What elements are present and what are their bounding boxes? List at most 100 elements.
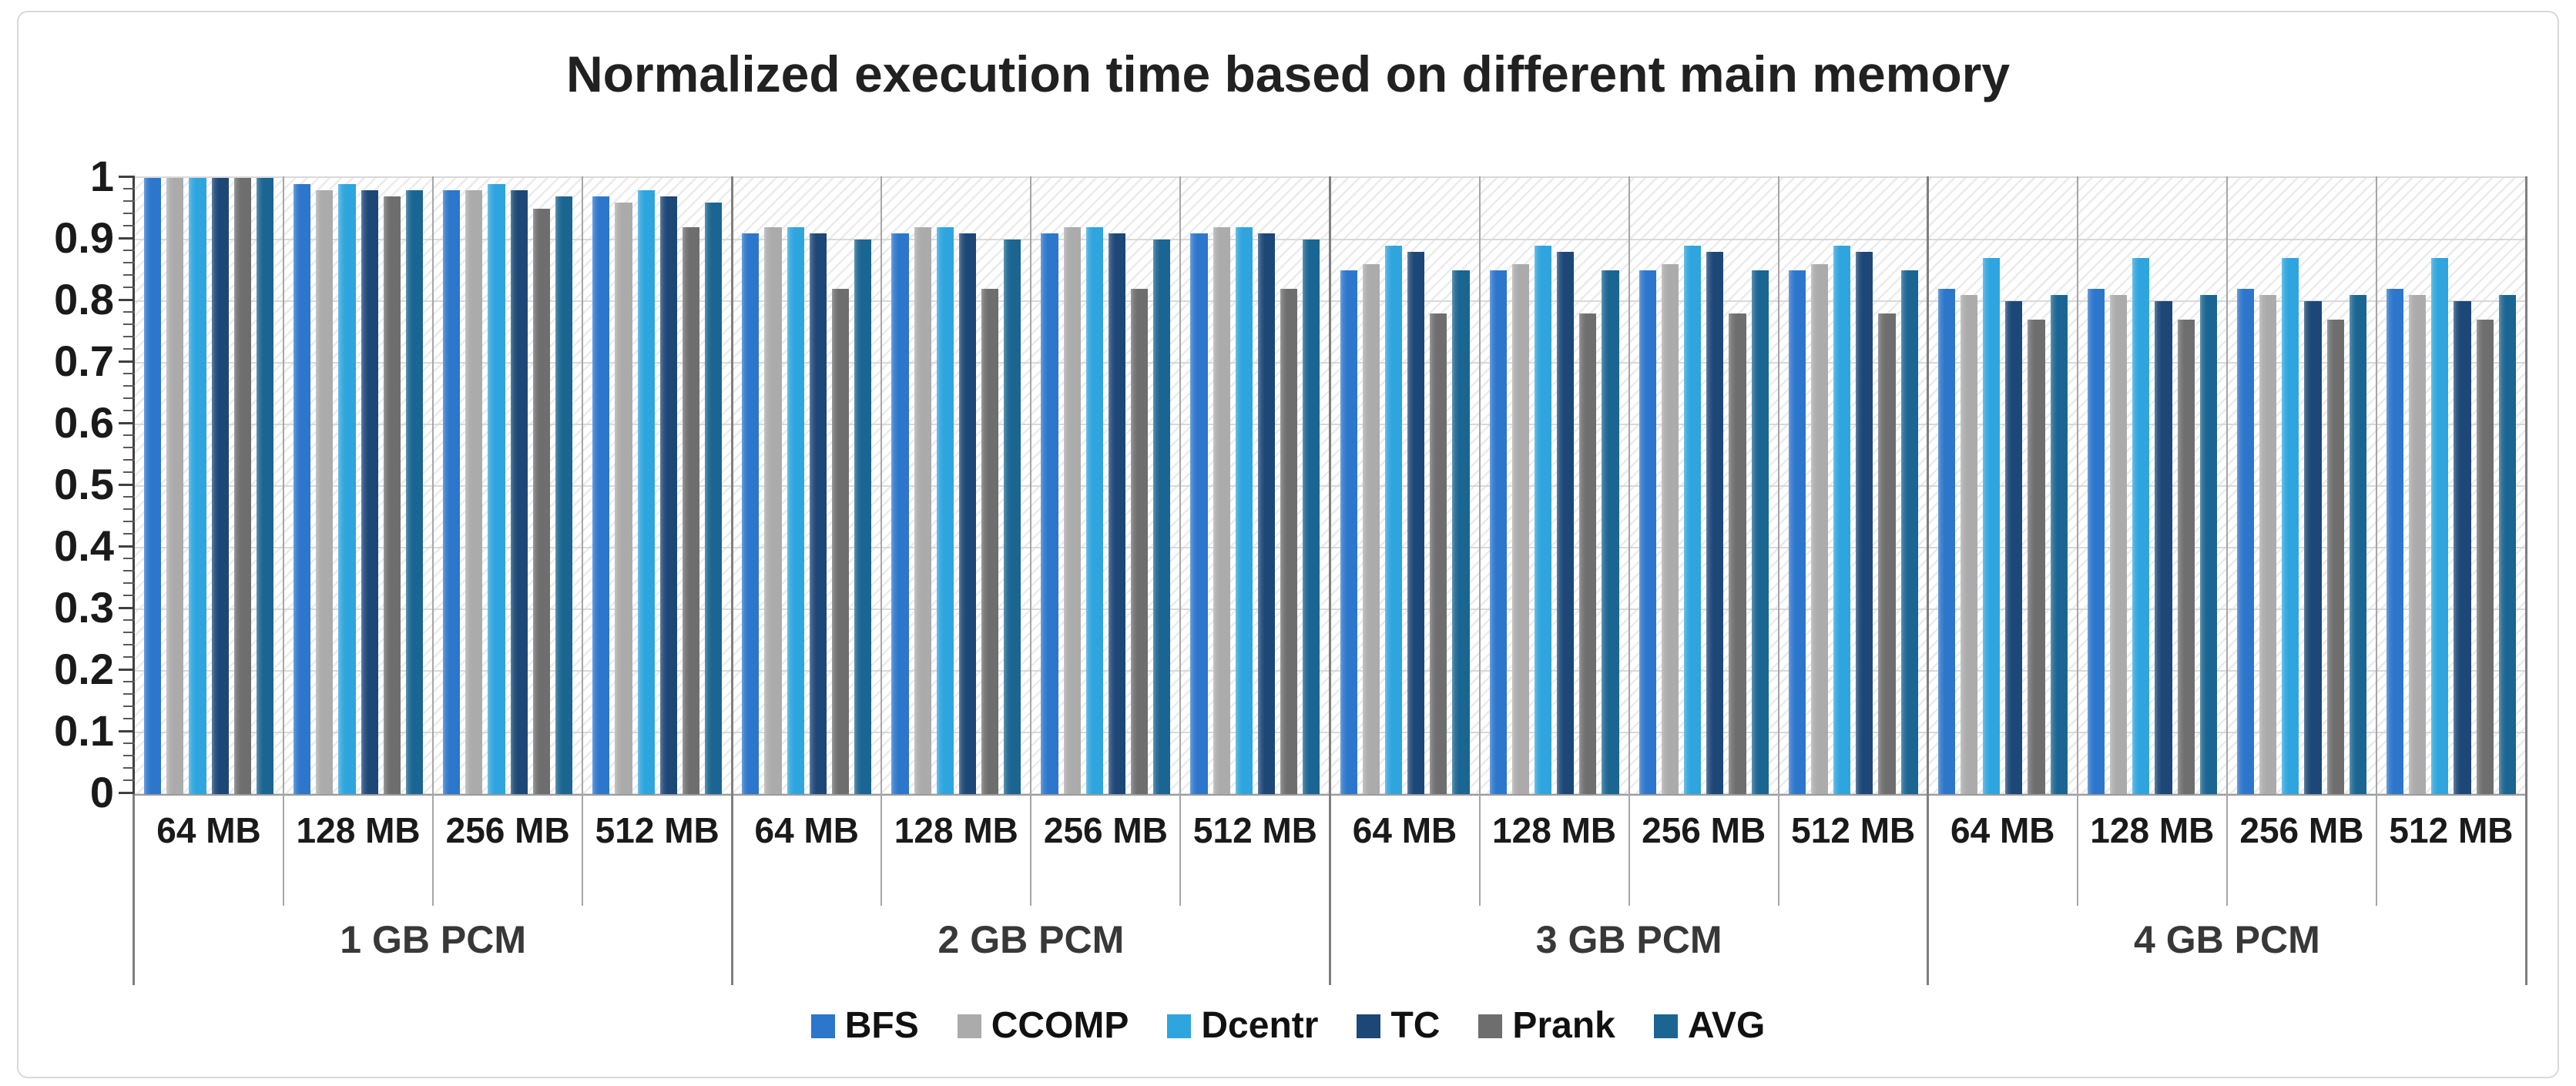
x-group-label: 4 GB PCM [2134, 918, 2320, 961]
x-category-label: 64 MB [1950, 810, 2055, 850]
bar-tc [2005, 301, 2023, 794]
legend-label: Dcentr [1201, 1005, 1319, 1046]
legend-swatch-icon [1167, 1014, 1192, 1038]
y-axis-minor-tick [123, 755, 135, 756]
bar-avg [1602, 270, 1619, 794]
bar-dcentr [189, 178, 206, 794]
x-category-label: 128 MB [296, 810, 421, 850]
category-divider-line [432, 176, 434, 906]
bar-tc [1706, 252, 1724, 794]
y-axis-minor-tick [123, 188, 135, 189]
bar-prank [1131, 289, 1149, 794]
bar-ccomp [166, 178, 184, 794]
bar-bfs [1788, 270, 1806, 794]
bar-cluster [134, 178, 283, 794]
y-axis-major-tick [119, 176, 135, 178]
y-axis-tick-label: 0.7 [54, 337, 114, 385]
legend-swatch-icon [1653, 1014, 1678, 1038]
bar-tc [510, 190, 528, 794]
bar-prank [1729, 313, 1746, 794]
y-axis-minor-tick [123, 570, 135, 571]
y-axis-tick-label: 0.3 [54, 583, 114, 632]
bar-bfs [891, 233, 909, 794]
x-category-label: 128 MB [2090, 810, 2215, 850]
legend-item-bfs: BFS [810, 1007, 919, 1044]
y-axis-minor-tick [123, 225, 135, 226]
bar-avg [1004, 240, 1021, 794]
x-category-label: 128 MB [894, 810, 1018, 850]
x-category-label: 256 MB [1642, 810, 1766, 850]
y-axis-minor-tick [123, 656, 135, 658]
x-category-label: 64 MB [1352, 810, 1457, 850]
bar-ccomp [465, 190, 483, 794]
category-divider-line [2524, 176, 2527, 985]
y-axis-minor-tick [123, 250, 135, 251]
bar-tc [2304, 301, 2322, 794]
bar-bfs [1639, 270, 1656, 794]
y-axis-minor-tick [123, 533, 135, 535]
bar-cluster [283, 178, 433, 794]
bar-dcentr [1085, 227, 1103, 794]
y-axis-major-tick [119, 237, 135, 240]
legend-label: TC [1390, 1005, 1441, 1046]
y-axis-major-tick [119, 422, 135, 424]
legend: BFS CCOMP Dcentr TC Prank AVG [18, 1007, 2558, 1044]
category-divider-line [1030, 176, 1032, 906]
bar-dcentr [338, 184, 356, 794]
y-axis-minor-tick [123, 595, 135, 596]
bar-avg [1303, 240, 1320, 794]
bar-avg [2199, 295, 2217, 794]
y-axis-tick-label: 0 [89, 768, 114, 816]
bar-cluster [1480, 178, 1629, 794]
bar-prank [1430, 313, 1447, 794]
bar-prank [2476, 320, 2494, 794]
bar-ccomp [914, 227, 931, 794]
legend-swatch-icon [957, 1014, 981, 1038]
bar-bfs [1190, 233, 1208, 794]
y-axis-tick-label: 0.2 [54, 645, 114, 693]
y-axis-major-tick [119, 545, 135, 548]
bar-bfs [2236, 289, 2255, 794]
bar-prank [2028, 320, 2045, 794]
category-divider-line [582, 176, 584, 906]
bar-tc [211, 178, 229, 794]
bar-cluster [2227, 178, 2376, 794]
bar-ccomp [1063, 227, 1081, 794]
bar-ccomp [2259, 295, 2277, 794]
x-category-label: 512 MB [2389, 810, 2514, 850]
bar-ccomp [1810, 264, 1829, 794]
bar-ccomp [1213, 227, 1230, 794]
y-axis-minor-tick [123, 336, 135, 337]
y-axis-minor-tick [123, 619, 135, 621]
legend-item-dcentr: Dcentr [1167, 1007, 1318, 1044]
y-axis-major-tick [119, 484, 135, 486]
bar-prank [1280, 289, 1298, 794]
bar-cluster [433, 178, 582, 794]
y-axis-minor-tick [123, 681, 135, 682]
y-axis-minor-tick [123, 471, 135, 473]
bar-tc [1557, 252, 1575, 794]
bar-bfs [1937, 289, 1955, 794]
bar-tc [1257, 233, 1276, 794]
legend-item-ccomp: CCOMP [957, 1007, 1129, 1044]
bar-avg [1751, 270, 1769, 794]
y-axis-minor-tick [123, 200, 135, 202]
category-divider-line [2375, 176, 2377, 906]
bar-dcentr [2431, 258, 2449, 794]
bar-avg [1900, 270, 1918, 794]
bar-dcentr [488, 184, 505, 794]
bar-dcentr [2282, 258, 2299, 794]
legend-item-prank: Prank [1478, 1007, 1615, 1044]
bar-dcentr [637, 190, 655, 794]
y-axis-minor-tick [123, 274, 135, 276]
x-category-label: 256 MB [1043, 810, 1168, 850]
y-axis-minor-tick [123, 459, 135, 461]
bar-tc [361, 190, 378, 794]
bar-ccomp [615, 203, 632, 794]
bar-tc [2155, 301, 2172, 794]
category-divider-line [1329, 176, 1331, 985]
bar-bfs [2386, 289, 2404, 794]
bar-ccomp [316, 190, 334, 794]
bar-dcentr [1235, 227, 1253, 794]
bar-avg [405, 190, 424, 794]
